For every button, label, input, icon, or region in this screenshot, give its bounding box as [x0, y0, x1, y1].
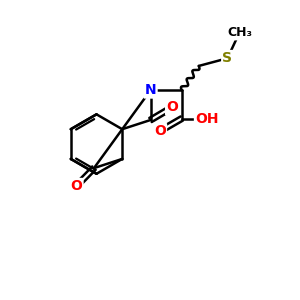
Text: OH: OH [195, 112, 219, 125]
Text: O: O [154, 124, 166, 138]
Text: O: O [70, 179, 82, 193]
Text: O: O [167, 100, 178, 114]
Text: N: N [145, 83, 156, 97]
Text: CH₃: CH₃ [227, 26, 252, 39]
Text: S: S [223, 51, 232, 65]
